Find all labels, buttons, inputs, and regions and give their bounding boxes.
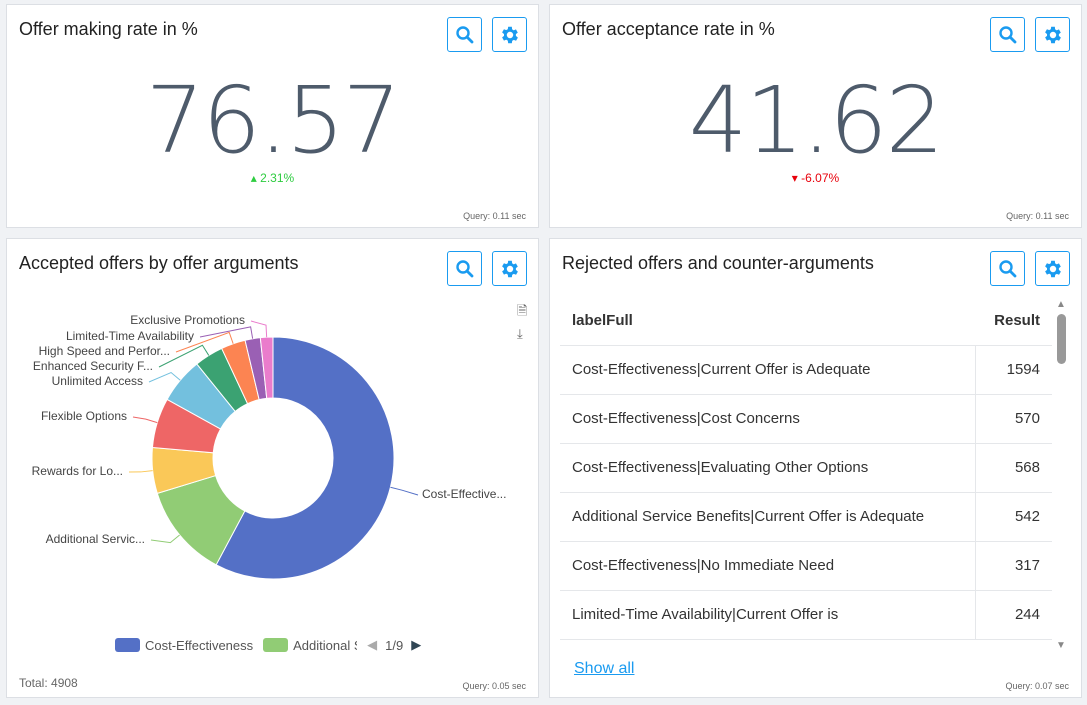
card-title: Rejected offers and counter-arguments [562,253,874,273]
column-header[interactable]: Result [975,297,1052,346]
slice-label: Flexible Options [40,409,127,423]
table-row[interactable]: Cost-Effectiveness|Cost Concerns 570 [560,394,1052,444]
download-icon[interactable]: ⤓ [517,326,523,341]
search-button[interactable] [447,17,482,52]
settings-button[interactable] [1035,251,1070,286]
result-cell: 542 [975,492,1052,542]
label-cell: Cost-Effectiveness|No Immediate Need [560,541,976,591]
scroll-down-icon[interactable]: ▼ [1056,640,1066,651]
table-scroll: labelFull Result Cost-Effectiveness|Curre… [560,297,1052,649]
settings-button[interactable] [492,17,527,52]
card-title: Offer acceptance rate in % [562,19,775,39]
legend-swatch [263,638,289,652]
results-table: labelFull Result Cost-Effectiveness|Curre… [560,297,1052,640]
donut-card: Accepted offers by offer arguments 🗎 ⤓ C… [6,238,539,698]
label-line [390,486,419,496]
result-cell: 568 [975,443,1052,493]
label-cell: Limited-Time Availability|Current Offer … [560,590,976,640]
legend-next-icon[interactable]: ▶ [411,637,422,652]
gear-icon [499,24,521,46]
table-row[interactable]: Cost-Effectiveness|Evaluating Other Opti… [560,443,1052,493]
kpi-delta: ▴ 2.31% [7,171,538,185]
scroll-up-icon[interactable]: ▲ [1056,299,1066,310]
down-arrow-icon: ▾ [791,171,802,185]
slice-label: High Speed and Perfor... [38,344,170,358]
search-button[interactable] [447,251,482,286]
settings-button[interactable] [1035,17,1070,52]
slice-label: Enhanced Security F... [32,359,153,373]
donut-slice[interactable] [215,336,395,580]
label-line [199,326,254,339]
search-button[interactable] [990,251,1025,286]
scroll-thumb[interactable] [1056,314,1066,364]
table-row[interactable]: Limited-Time Availability|Current Offer … [560,590,1052,640]
search-icon [998,259,1018,279]
search-icon [455,25,475,45]
up-arrow-icon: ▴ [250,171,261,185]
label-cell: Cost-Effectiveness|Cost Concerns [560,394,976,444]
slice-label: Rewards for Lo... [31,464,123,478]
label-cell: Cost-Effectiveness|Current Offer is Adeq… [560,345,976,395]
column-header[interactable]: labelFull [560,297,976,346]
legend-page: 1/9 [385,637,404,653]
gear-icon [1042,24,1064,46]
table-row[interactable]: Cost-Effectiveness|No Immediate Need 317 [560,541,1052,591]
query-time: Query: 0.05 sec [462,681,526,691]
slice-label: Additional Servic... [45,532,145,546]
label-cell: Additional Service Benefits|Current Offe… [560,492,976,542]
result-cell: 317 [975,541,1052,591]
search-icon [998,25,1018,45]
label-line [158,344,210,368]
card-title: Accepted offers by offer arguments [19,253,299,273]
card-title: Offer making rate in % [19,19,198,39]
legend-prev-icon[interactable]: ◀ [367,637,378,652]
kpi-card-offer-making: Offer making rate in % 76.57 ▴ 2.31% Que… [6,4,539,228]
label-line [150,534,180,544]
result-cell: 244 [975,590,1052,640]
legend-item[interactable]: Additional S [293,637,358,653]
kpi-value: 76.57 [145,67,401,174]
legend-item[interactable]: Cost-Effectiveness [145,637,254,653]
query-time: Query: 0.11 sec [463,211,526,221]
gear-icon [1042,258,1064,280]
label-line [175,331,234,353]
delta-value: -6.07% [801,171,840,185]
settings-button[interactable] [492,251,527,286]
legend-swatch [115,638,140,652]
kpi-delta: ▾ -6.07% [550,171,1081,185]
kpi-value: 41.62 [688,67,944,174]
legend: Cost-Effectiveness Additional S ◀ 1/9 ▶ [115,637,421,653]
total: Total: 4908 [19,676,78,690]
label-cell: Cost-Effectiveness|Evaluating Other Opti… [560,443,976,493]
table-card: Rejected offers and counter-arguments la… [549,238,1082,698]
donut-slice[interactable] [259,336,274,399]
slice-label: Exclusive Promotions [130,313,245,327]
result-cell: 570 [975,394,1052,444]
query-time: Query: 0.07 sec [1005,681,1069,691]
label-line [148,371,181,383]
slice-label: Limited-Time Availability [65,329,194,343]
label-line [128,470,153,473]
show-all-link[interactable]: Show all [574,660,635,677]
table-row[interactable]: Additional Service Benefits|Current Offe… [560,492,1052,542]
slice-label: Cost-Effective... [422,487,507,501]
search-button[interactable] [990,17,1025,52]
label-line [132,416,158,424]
donut-chart [128,320,419,580]
query-time: Query: 0.11 sec [1006,211,1069,221]
data-view-icon[interactable]: 🗎 [517,303,528,318]
slice-label: Unlimited Access [51,374,143,388]
scrollbar[interactable]: ▲ ▼ [1053,299,1069,651]
result-cell: 1594 [975,345,1052,395]
label-line [250,320,268,338]
table-row[interactable]: Cost-Effectiveness|Current Offer is Adeq… [560,345,1052,395]
delta-value: 2.31% [260,171,295,185]
kpi-card-offer-acceptance: Offer acceptance rate in % 41.62 ▾ -6.07… [549,4,1082,228]
